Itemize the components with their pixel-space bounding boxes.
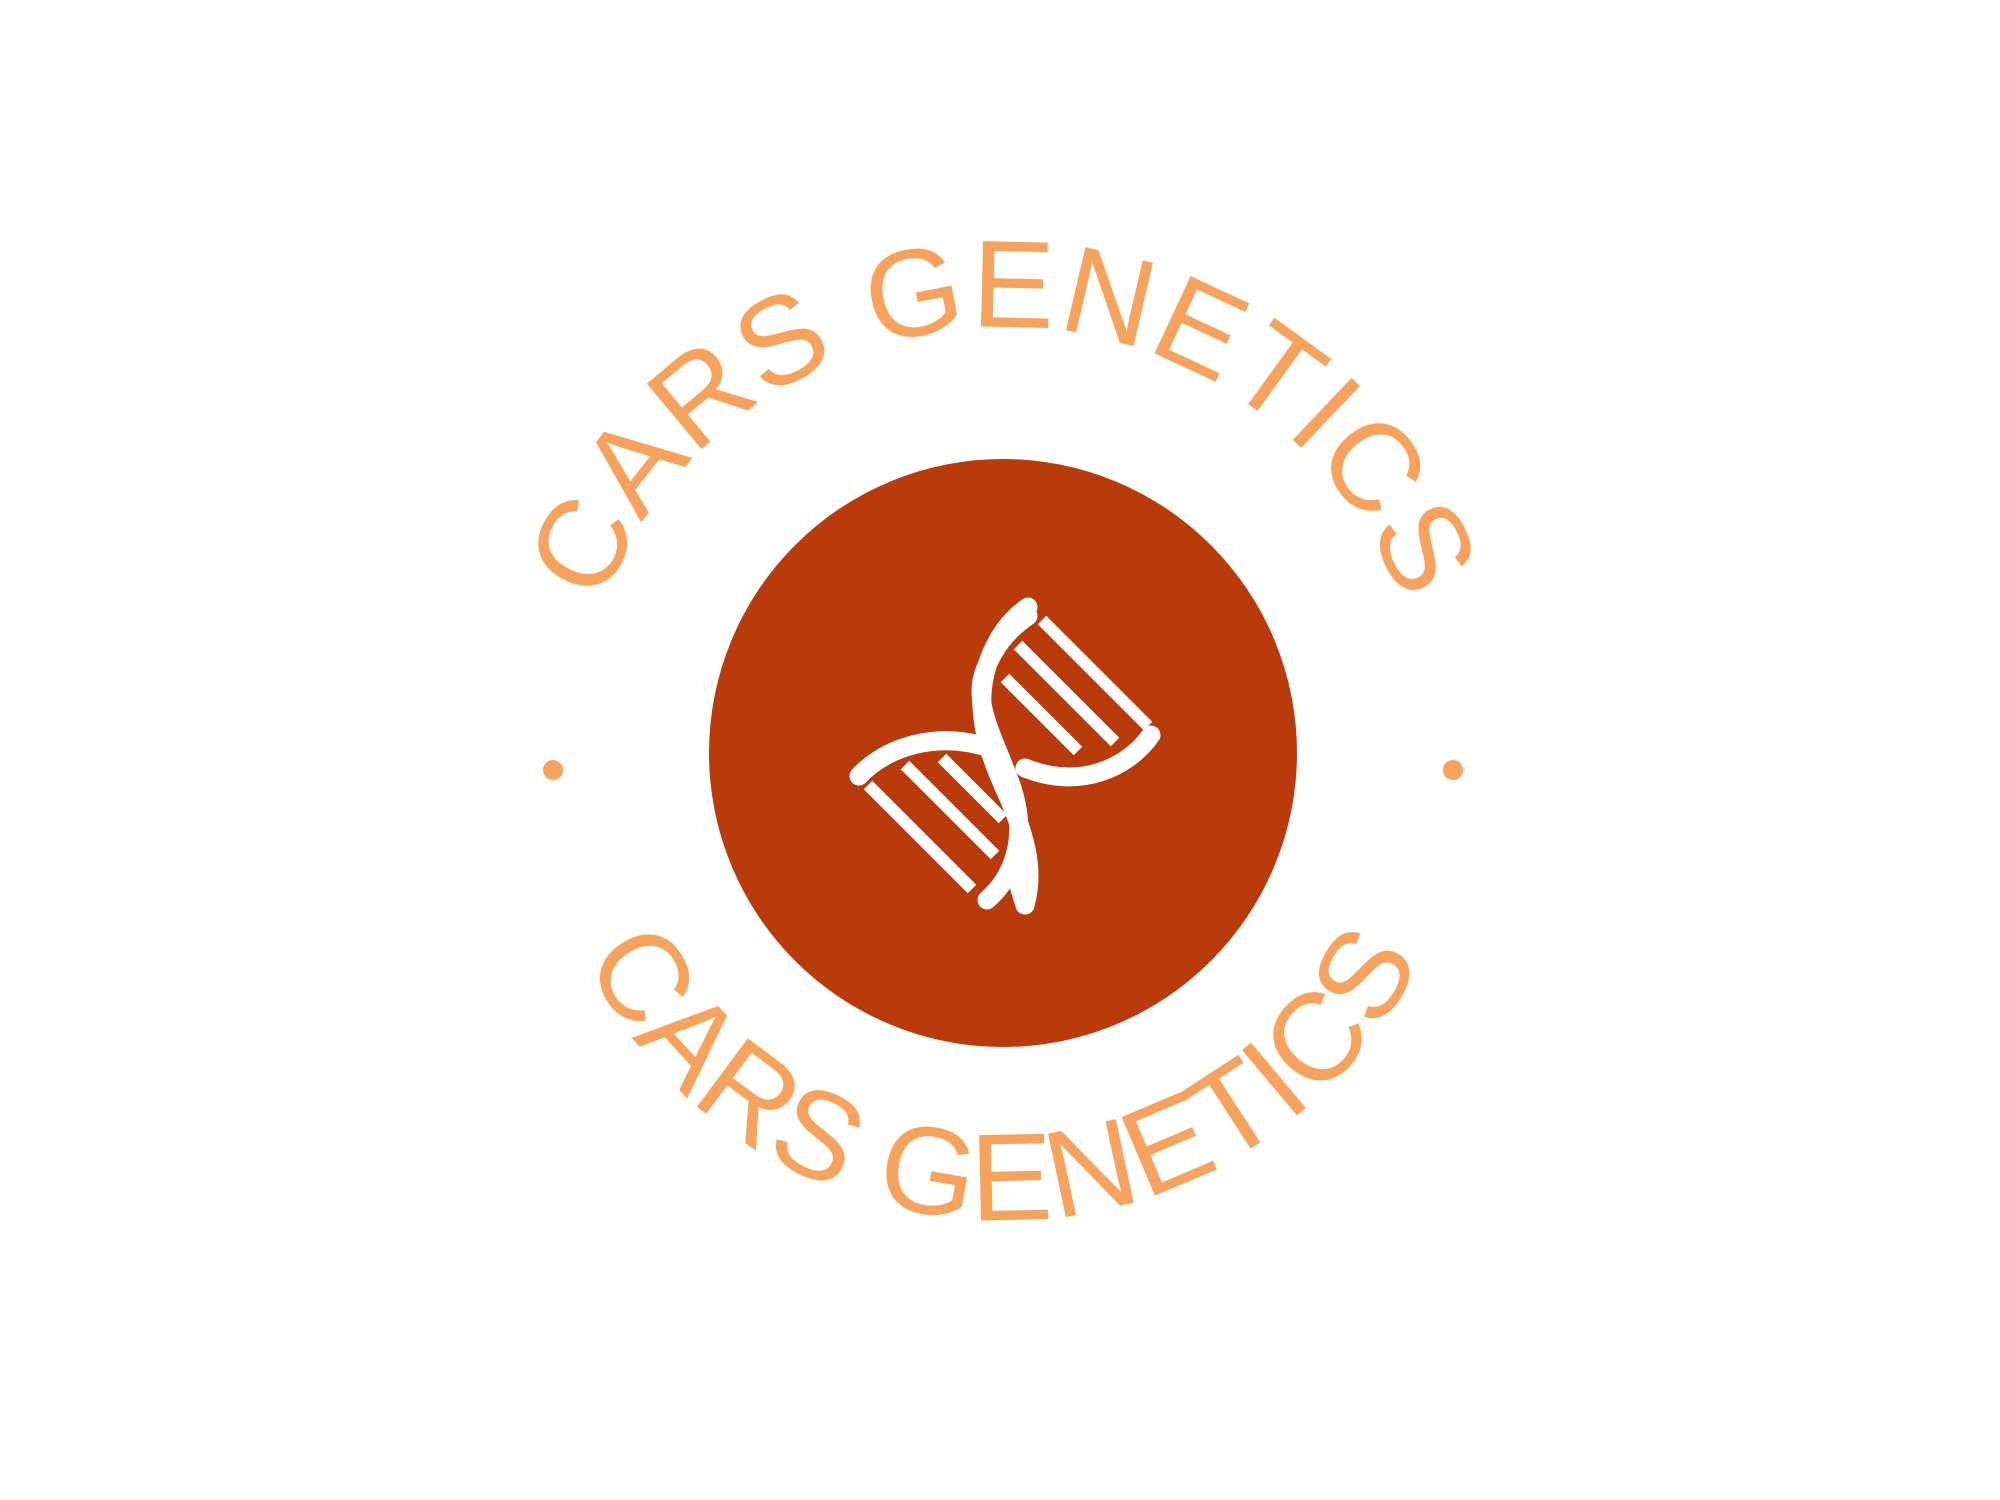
left-dot-icon bbox=[543, 760, 563, 780]
dna-helix-icon bbox=[849, 597, 1161, 915]
right-dot-icon bbox=[1443, 760, 1463, 780]
